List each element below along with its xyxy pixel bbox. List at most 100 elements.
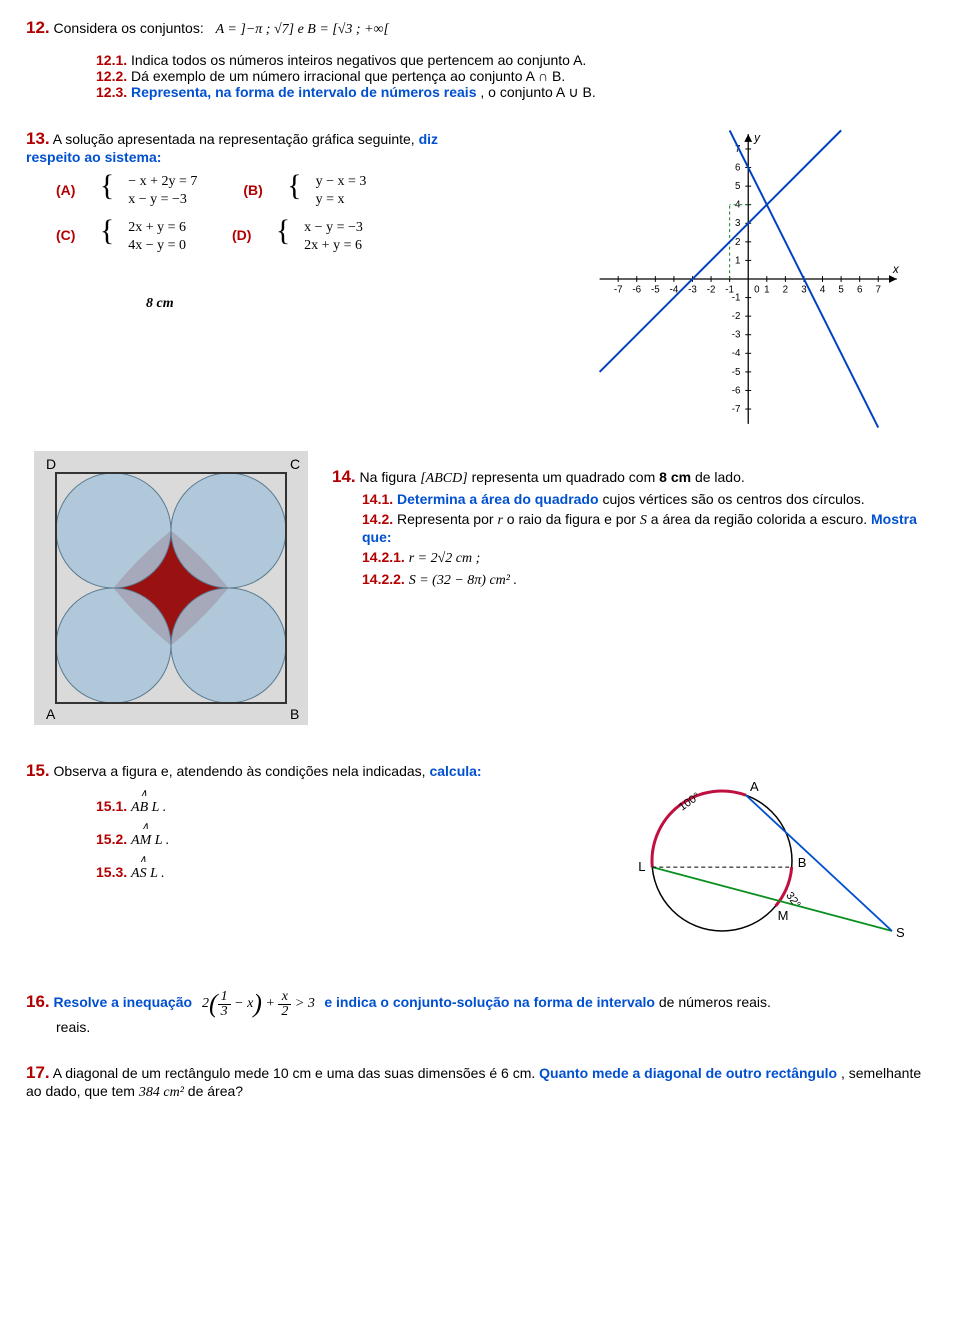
q15-2-num: 15.2.: [96, 831, 127, 847]
q15-2: 15.2. AM L .: [96, 824, 586, 857]
q15-2-a: A: [131, 833, 140, 848]
svg-text:5: 5: [735, 181, 741, 192]
q15-3-a: A: [131, 866, 140, 881]
q14-2-1: 14.2.1. r = 2√2 cm ;: [362, 549, 934, 567]
svg-text:-2: -2: [707, 285, 716, 296]
q12-2-num: 12.2.: [96, 68, 127, 84]
q12-2: 12.2. Dá exemplo de um número irracional…: [96, 68, 934, 84]
q17-area: 384 cm²: [139, 1085, 184, 1100]
q15-3: 15.3. AS L .: [96, 857, 586, 890]
svg-text:5: 5: [838, 285, 844, 296]
q13-lead: 13. A solução apresentada na representaç…: [26, 129, 456, 165]
q14-abcd: [ABCD]: [420, 471, 467, 486]
svg-text:y: y: [753, 132, 761, 145]
svg-text:-1: -1: [732, 293, 741, 304]
d-eq2: 2x + y = 6: [300, 238, 367, 254]
q12-1: 12.1. Indica todos os números inteiros n…: [96, 52, 934, 68]
svg-text:-7: -7: [614, 285, 623, 296]
q16-lead: Resolve a inequação: [54, 994, 193, 1010]
a-eq1: − x + 2y = 7: [124, 174, 201, 190]
svg-text:3: 3: [801, 285, 806, 296]
svg-text:4: 4: [820, 285, 826, 296]
q15-text: Observa a figura e, atendendo às condiçõ…: [54, 763, 430, 779]
svg-text:3: 3: [735, 218, 740, 229]
q14-1-num: 14.1.: [362, 491, 393, 507]
svg-text:-3: -3: [688, 285, 697, 296]
choice-d: (D) { x − y = −32x + y = 6: [232, 216, 369, 255]
q12-2-text: Dá exemplo de um número irracional que p…: [131, 68, 565, 84]
svg-text:6: 6: [857, 285, 862, 296]
svg-text:B: B: [290, 706, 299, 722]
q15-1-post: L .: [148, 800, 166, 815]
choice-b: (B) { y − x = 3y = x: [243, 171, 372, 210]
svg-text:1: 1: [764, 285, 769, 296]
svg-text:-6: -6: [732, 385, 741, 396]
q14-t1a: Na figura: [360, 469, 421, 485]
svg-text:0: 0: [754, 285, 760, 296]
q17-a: A diagonal de um rectângulo mede 10 cm e…: [53, 1065, 539, 1081]
q12-text: Considera os conjuntos:: [54, 20, 204, 36]
c-eq1: 2x + y = 6: [124, 220, 190, 236]
label-b: (B): [243, 182, 283, 198]
q14-1-blue: Determina a área do quadrado: [397, 491, 599, 507]
q17-blue: Quanto mede a diagonal de outro rectângu…: [539, 1065, 837, 1081]
q15-calc: calcula:: [429, 763, 481, 779]
svg-text:x: x: [892, 263, 900, 276]
q16: 16. Resolve a inequação 2(13 − x) + x2 >…: [26, 989, 934, 1035]
choice-c: (C) { 2x + y = 64x − y = 0: [56, 216, 192, 255]
eight-cm-label: 8 cm: [146, 296, 566, 312]
q17-num: 17.: [26, 1063, 50, 1082]
label-a: (A): [56, 182, 96, 198]
q14-21-num: 14.2.1.: [362, 549, 405, 565]
svg-text:-6: -6: [632, 285, 641, 296]
a-eq2: x − y = −3: [124, 192, 201, 208]
b-eq1: y − x = 3: [312, 174, 371, 190]
q14-S: S: [640, 513, 647, 528]
q15-1-a: A: [131, 800, 140, 815]
q14-1-rest: cujos vértices são os centros dos círcul…: [602, 491, 864, 507]
q14-21-expr: r = 2√2 cm ;: [409, 551, 481, 566]
c-eq2: 4x − y = 0: [124, 238, 190, 254]
q14-figure: D C A B: [26, 443, 316, 733]
q15-3-post: L .: [147, 866, 165, 881]
choice-a: (A) { − x + 2y = 7x − y = −3: [56, 171, 203, 210]
q15-2-post: L .: [151, 833, 169, 848]
q14-t1b: representa um quadrado com: [472, 469, 660, 485]
q15-1-num: 15.1.: [96, 798, 127, 814]
q15-lead: 15. Observa a figura e, atendendo às con…: [26, 761, 586, 781]
q13-text-a: A solução apresentada na representação g…: [53, 131, 419, 147]
svg-text:2: 2: [735, 237, 740, 248]
q13-chart: -7-6-5-4-3-2-11234567-7-6-5-4-3-2-112345…: [582, 129, 934, 429]
q15-row: 15. Observa a figura e, atendendo às con…: [26, 761, 934, 961]
q14-2b: o raio da figura e por: [507, 511, 640, 527]
b-eq2: y = x: [312, 192, 371, 208]
q16-num: 16.: [26, 992, 50, 1011]
svg-text:M: M: [778, 908, 789, 923]
q12-3-text: Representa, na forma de intervalo de núm…: [131, 84, 476, 100]
q15-figure: ALBMS100°32°: [602, 761, 922, 961]
q12-expr: A = ]−π ; √7] e B = [√3 ; +∞[: [216, 22, 389, 37]
svg-text:-5: -5: [651, 285, 660, 296]
q14-2: 14.2. Representa por r o raio da figura …: [362, 511, 934, 545]
svg-text:-4: -4: [732, 348, 741, 359]
svg-text:-7: -7: [732, 404, 741, 415]
q14-22-expr: S = (32 − 8π) cm² .: [409, 573, 517, 588]
svg-text:C: C: [290, 456, 300, 472]
svg-text:S: S: [896, 925, 905, 940]
svg-text:D: D: [46, 456, 56, 472]
q14-t1c: de lado.: [695, 469, 745, 485]
q16-reais: reais.: [56, 1019, 934, 1035]
q14-2c: a área da região colorida a escuro.: [651, 511, 871, 527]
svg-text:1: 1: [735, 255, 740, 266]
q15-num: 15.: [26, 761, 50, 780]
q12-3: 12.3. Representa, na forma de intervalo …: [96, 84, 934, 101]
q14-1: 14.1. Determina a área do quadrado cujos…: [362, 491, 934, 507]
label-d: (D): [232, 227, 272, 243]
q14-row: DCAB 14. Na figura [ABCD] representa um …: [26, 443, 934, 733]
q15-1: 15.1. AB L .: [96, 791, 586, 824]
q12-3-num: 12.3.: [96, 84, 127, 100]
q12-num: 12.: [26, 18, 50, 37]
q14-2-2: 14.2.2. S = (32 − 8π) cm² .: [362, 571, 934, 589]
q16-tail: de números reais.: [659, 994, 771, 1010]
svg-text:A: A: [46, 706, 56, 722]
